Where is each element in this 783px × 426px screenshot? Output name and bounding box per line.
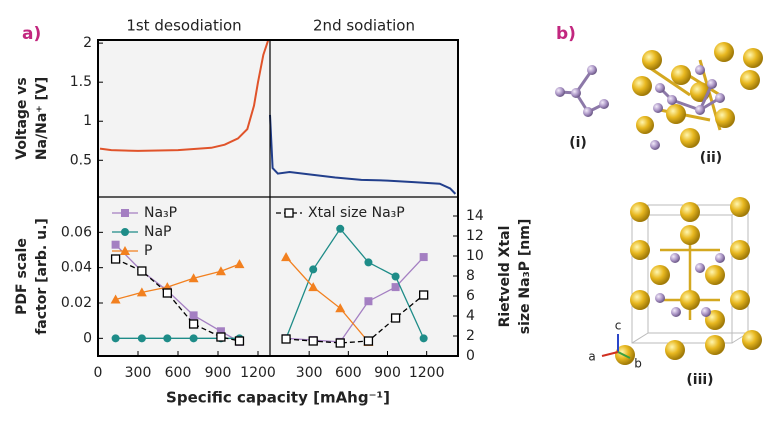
marker [189,334,198,343]
chart-title: 2nd sodiation [313,17,415,35]
structure-label: (ii) [700,150,722,166]
x-tick-label: 0 [94,365,103,381]
marker [308,282,319,292]
panel-label: b) [556,24,576,44]
y2-axis-label: size Na₃P [nm] [517,219,533,334]
structure-iii [601,197,762,365]
marker [281,334,291,344]
axis-label: b [634,357,642,371]
marker [309,265,318,274]
series-line [115,263,240,301]
y2-tick-label: 2 [466,328,475,344]
structure-i [555,65,609,117]
x-tick-label: 300 [296,365,323,381]
marker [419,334,428,343]
marker [419,253,428,262]
y-axis-label: Na/Na⁺ [V] [34,77,50,160]
marker [335,303,346,313]
legend-label: NaP [144,224,172,240]
y-tick-label: 0.06 [61,224,92,240]
plot-background [98,40,458,356]
marker [189,311,198,320]
legend-marker [120,246,130,255]
marker [336,224,345,233]
marker [188,273,199,283]
plot-frame [97,39,459,357]
y2-tick-label: 6 [466,288,475,304]
x-tick-label: 900 [205,365,232,381]
marker [163,334,172,343]
marker [188,319,199,329]
marker [215,266,226,276]
series-line [99,40,269,152]
marker [137,266,147,276]
marker [419,290,429,300]
structure-label: (i) [569,135,587,151]
x-tick-label: 1200 [240,365,276,381]
marker [137,334,146,343]
series-line [269,114,457,195]
panel-label: a) [22,24,41,44]
y2-tick-label: 8 [466,268,475,284]
y-tick-label: 0 [83,330,92,346]
marker [136,287,147,297]
y-tick-label: 2 [83,35,92,51]
x-tick-label: 900 [374,365,401,381]
marker [364,258,373,267]
x-tick-label: 1200 [409,365,445,381]
series-line [285,227,425,339]
marker [391,272,400,281]
marker [390,313,401,323]
legend-marker [121,209,129,217]
y2-axis-label: Rietveld Xtal [497,226,513,328]
legend-marker [121,228,129,236]
marker [216,327,225,336]
legend-label: P [144,243,152,259]
marker [335,338,345,348]
structure-label: (iii) [686,372,713,388]
x-tick-label: 600 [165,365,192,381]
x-tick-label: 600 [335,365,362,381]
legend-label: Na₃P [144,205,177,221]
marker [364,297,373,306]
marker [216,332,226,342]
marker [234,336,245,346]
marker [234,259,245,269]
y-tick-label: 1.5 [70,74,92,90]
y-axis-label: PDF scale [14,238,30,315]
marker [162,288,172,298]
series-line [285,256,369,343]
y2-tick-label: 0 [466,348,475,364]
x-axis-label: Specific capacity [mAhg⁻¹] [166,389,390,407]
marker [111,240,120,249]
y2-tick-label: 14 [466,208,484,224]
y-axis-label: factor [arb. u.] [34,218,50,335]
axis-label: a [588,350,595,364]
y2-tick-label: 12 [466,228,484,244]
legend-label: Xtal size Na₃P [308,205,405,221]
marker [111,334,120,343]
y-tick-label: 0.5 [70,152,92,168]
y-tick-label: 0.02 [61,295,92,311]
marker [281,252,292,262]
y2-tick-label: 4 [466,308,475,324]
y-tick-label: 0.04 [61,260,92,276]
marker [308,336,318,346]
marker [110,254,121,264]
legend-marker [284,208,294,218]
structure-ii [632,42,763,150]
y2-tick-label: 10 [466,248,484,264]
marker [363,336,374,346]
marker [110,294,121,304]
chart-title: 1st desodiation [126,17,241,35]
x-tick-label: 300 [125,365,152,381]
axis-label: c [615,319,622,333]
series-line [286,294,425,344]
y-tick-label: 1 [83,113,92,129]
y-axis-label: Voltage vs [14,77,30,159]
marker [391,283,400,292]
